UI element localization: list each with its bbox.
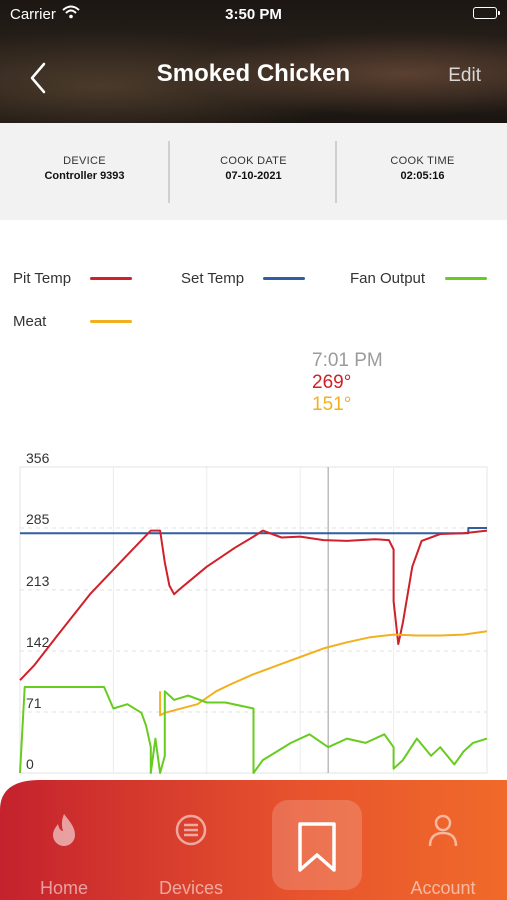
legend-set-temp: Set Temp (181, 270, 245, 287)
cook-time-label: COOK TIME (390, 155, 455, 167)
series-line-fan-output (19, 686, 488, 774)
flame-icon (44, 810, 84, 850)
y-tick-label: 0 (26, 756, 34, 772)
chart-tooltip: 7:01 PM 269° 151° (312, 350, 383, 416)
legend-meat: Meat (13, 313, 47, 330)
tooltip-pit-temp: 269° (312, 372, 352, 393)
tab-saved-cooks[interactable] (272, 800, 362, 890)
status-bar: Carrier 3:50 PM (0, 0, 507, 30)
cook-date-value: 07-10-2021 (225, 170, 282, 182)
cook-time-info: COOK TIME 02:05:16 (338, 155, 507, 182)
tab-home[interactable]: Home (9, 780, 119, 900)
legend-fan-output: Fan Output (350, 270, 426, 287)
y-tick-label: 285 (26, 511, 50, 527)
tab-bar: Home Devices Account (0, 780, 507, 900)
cook-date-info: COOK DATE 07-10-2021 (169, 155, 338, 182)
legend-meat-line (90, 320, 132, 323)
divider (168, 141, 170, 203)
tooltip-time: 7:01 PM (312, 350, 383, 371)
cook-time-value: 02:05:16 (400, 170, 445, 182)
temperature-chart[interactable]: 356 285 213 142 71 0 (0, 440, 507, 785)
y-tick-label: 71 (26, 695, 42, 711)
y-tick-label: 142 (26, 634, 50, 650)
status-time: 3:50 PM (225, 6, 282, 23)
device-info: DEVICE Controller 9393 (0, 155, 169, 182)
series-line-set-temp (20, 527, 487, 535)
device-value: Controller 9393 (44, 170, 125, 182)
divider (335, 141, 337, 203)
legend-fan-output-line (445, 277, 487, 280)
back-button[interactable] (26, 60, 56, 96)
legend-set-temp-line (263, 277, 305, 280)
y-tick-label: 356 (26, 450, 50, 466)
menu-circle-icon (171, 810, 211, 850)
y-tick-label: 213 (26, 573, 50, 589)
header: Carrier 3:50 PM Smoked Chicken Edit (0, 0, 507, 123)
tab-account-label: Account (410, 878, 476, 898)
bookmark-icon (298, 822, 336, 872)
person-icon (423, 810, 463, 850)
edit-button[interactable]: Edit (448, 65, 481, 86)
cook-date-label: COOK DATE (220, 155, 287, 167)
battery-icon (473, 7, 500, 19)
tooltip-meat-temp: 151° (312, 394, 352, 415)
legend-pit-temp-line (90, 277, 132, 280)
legend-pit-temp: Pit Temp (13, 270, 72, 287)
cook-info-bar: DEVICE Controller 9393 COOK DATE 07-10-2… (0, 123, 507, 220)
series-line-meat (159, 630, 488, 717)
series-line-pit-temp (19, 529, 488, 681)
tab-home-label: Home (39, 878, 88, 898)
device-label: DEVICE (63, 155, 106, 167)
carrier-label: Carrier (10, 6, 56, 23)
wifi-icon (62, 5, 80, 23)
page-title: Smoked Chicken (156, 60, 351, 87)
tab-account[interactable]: Account (388, 780, 498, 900)
tab-devices-label: Devices (158, 878, 224, 898)
tab-devices[interactable]: Devices (136, 780, 246, 900)
